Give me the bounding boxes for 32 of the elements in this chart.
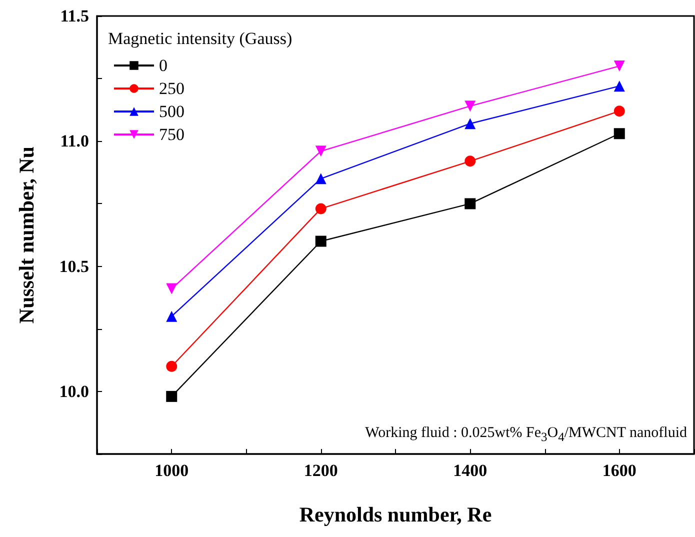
y-tick-label: 11.5 [60,6,89,26]
point [464,100,476,112]
x-tick-label: 1000 [154,461,189,480]
legend-label: 250 [159,79,184,98]
point [614,106,625,117]
x-tick-label: 1200 [304,461,338,480]
y-axis-title: Nusselt number, Nu [14,146,38,324]
y-tick-label: 10.5 [59,256,89,276]
y-tick-label: 11.0 [60,132,89,151]
point [315,173,326,184]
annotation: Working fluid : 0.025wt% Fe$_{3}$O$_{4}$/MWCNT nanofluid [365,425,687,445]
x-axis-title: Reynolds number, Re [299,502,492,526]
point [464,118,476,130]
point [464,198,476,210]
point [166,283,178,294]
point [614,128,625,140]
x-tick-label: 1600 [602,461,636,480]
point [166,390,178,402]
legend-label: 0 [159,56,168,75]
legend-label: 500 [159,102,184,121]
point [315,236,326,247]
legend-title: Magnetic intensity (Gauss) [108,29,292,48]
point [614,60,625,72]
point [166,310,178,322]
x-tick-label: 1400 [453,461,488,480]
y-tick-label: 10.0 [59,382,89,401]
legend-label: 750 [159,125,184,144]
point [464,156,476,167]
point [166,360,178,372]
point [614,80,625,92]
point [315,203,326,214]
point [315,146,326,157]
